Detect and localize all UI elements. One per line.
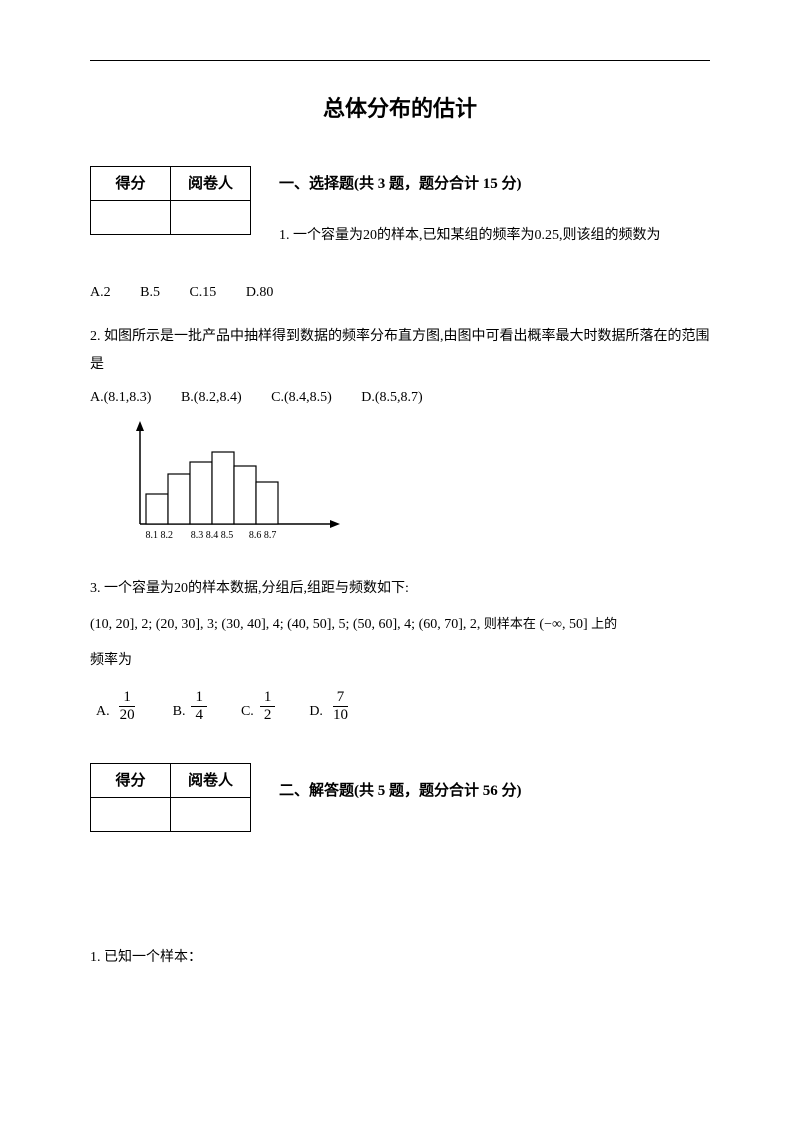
q3-text: 3. 一个容量为20的样本数据,分组后,组距与频数如下:: [90, 575, 710, 603]
s2-q1-text: 1. 已知一个样本：: [90, 944, 710, 972]
score-cell: [91, 201, 171, 235]
q3-groups: (10, 20], 2; (20, 30], 3; (30, 40], 4; (…: [90, 617, 480, 632]
q3-opt-b: B. 14: [173, 689, 207, 723]
svg-text:8.3 8.4 8.5: 8.3 8.4 8.5: [191, 530, 234, 541]
score-col2-b: 阅卷人: [171, 764, 251, 798]
q2-opt-d: D.(8.5,8.7): [361, 390, 422, 405]
q2-text: 2. 如图所示是一批产品中抽样得到数据的频率分布直方图,由图中可看出概率最大时数…: [90, 323, 710, 379]
q1-opt-b: B.5: [140, 285, 160, 300]
q3-tail2: 上的: [591, 616, 617, 631]
reviewer-cell-b: [171, 798, 251, 832]
section1-title: 一、选择题(共 3 题，题分合计 15 分): [279, 166, 661, 196]
section2-header-row: 得分 阅卷人 二、解答题(共 5 题，题分合计 56 分): [90, 763, 710, 832]
q1-options: A.2 B.5 C.15 D.80: [90, 282, 710, 304]
score-box-1: 得分 阅卷人: [90, 166, 251, 235]
q3-groups-line: (10, 20], 2; (20, 30], 3; (30, 40], 4; (…: [90, 611, 710, 639]
score-cell-b: [91, 798, 171, 832]
q1-opt-a: A.2: [90, 285, 111, 300]
q3-opt-a: A. 120: [96, 689, 139, 723]
q3-opt-d-label: D.: [309, 701, 323, 723]
q2-opt-b: B.(8.2,8.4): [181, 390, 242, 405]
top-horizontal-rule: [90, 60, 710, 61]
q3-opt-c-label: C.: [241, 701, 254, 723]
q3-options: A. 120 B. 14 C. 12 D. 710: [96, 689, 710, 723]
q2-histogram: 8.1 8.2 8.3 8.4 8.5 8.6 8.7: [120, 419, 710, 557]
histogram-svg: 8.1 8.2 8.3 8.4 8.5 8.6 8.7: [120, 419, 350, 549]
page-title: 总体分布的估计: [90, 91, 710, 126]
q3-opt-b-label: B.: [173, 701, 186, 723]
q2-opt-a: A.(8.1,8.3): [90, 390, 151, 405]
score-col2: 阅卷人: [171, 167, 251, 201]
q2-opt-c: C.(8.4,8.5): [271, 390, 332, 405]
section1-header-row: 得分 阅卷人 一、选择题(共 3 题，题分合计 15 分) 1. 一个容量为20…: [90, 166, 710, 258]
q3-opt-d: D. 710: [309, 689, 352, 723]
svg-text:8.6 8.7: 8.6 8.7: [249, 530, 277, 541]
score-box-2: 得分 阅卷人: [90, 763, 251, 832]
q3-interval: (−∞, 50]: [539, 617, 587, 632]
q1-opt-c: C.15: [189, 285, 216, 300]
q2-options: A.(8.1,8.3) B.(8.2,8.4) C.(8.4,8.5) D.(8…: [90, 387, 710, 409]
q3-line3: 频率为: [90, 647, 710, 675]
svg-text:8.1 8.2: 8.1 8.2: [145, 530, 173, 541]
score-col1: 得分: [91, 167, 171, 201]
q1-text: 1. 一个容量为20的样本,已知某组的频率为0.25,则该组的频数为: [279, 222, 661, 250]
q3-opt-a-label: A.: [96, 701, 110, 723]
score-col1-b: 得分: [91, 764, 171, 798]
section2-title: 二、解答题(共 5 题，题分合计 56 分): [279, 763, 522, 803]
q3-tail1: 则样本在: [484, 616, 536, 631]
q3-opt-c: C. 12: [241, 689, 275, 723]
reviewer-cell: [171, 201, 251, 235]
q1-opt-d: D.80: [246, 285, 274, 300]
